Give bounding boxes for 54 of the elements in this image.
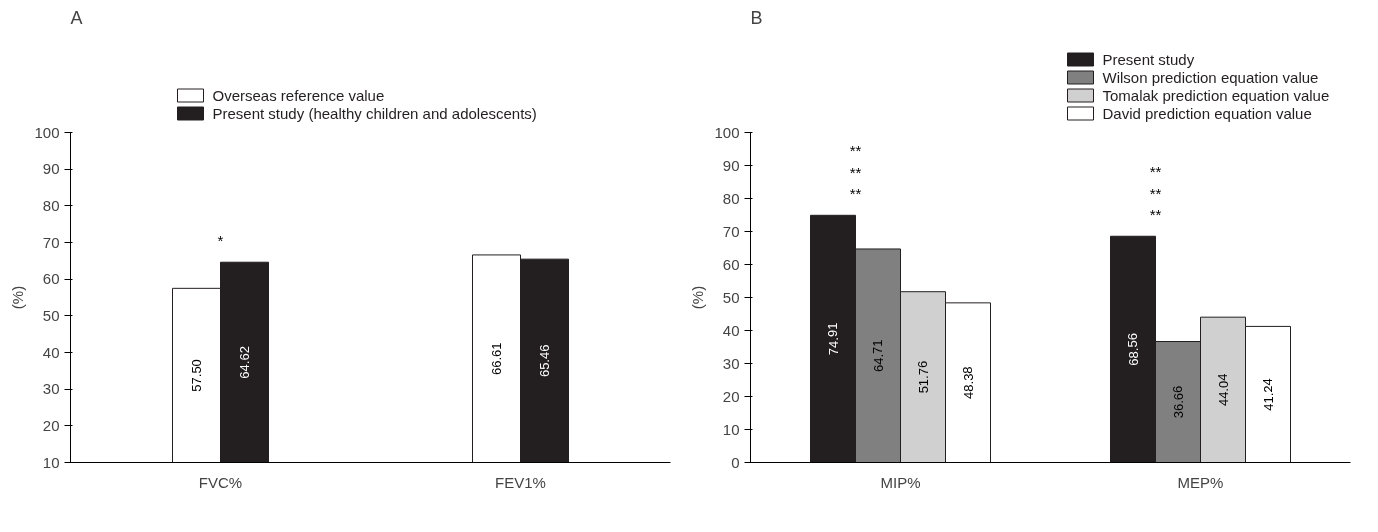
y-tick-label: 80 [722,189,740,207]
y-tick-label: 50 [722,288,740,306]
data-label: 64.71 [870,339,886,372]
y-tick-label: 70 [722,222,740,240]
data-label: 41.24 [1260,378,1276,411]
data-label: 68.56 [1125,333,1141,366]
y-tick-label: 40 [722,321,740,339]
data-label: 66.61 [489,342,504,375]
x-tick-label: MEP% [1177,473,1224,491]
legend-label: Wilson prediction equation value [1102,69,1319,86]
data-label: 57.50 [189,359,204,392]
x-tick-label: FVC% [198,473,243,491]
y-tick-label: 60 [722,255,740,273]
legend-label: Overseas reference value [212,87,385,104]
y-tick-label: 80 [42,196,60,214]
y-tick-label: 100 [34,123,60,141]
x-tick-label: FEV1% [495,473,546,491]
text: A [70,7,83,28]
data-label: 64.62 [237,346,252,379]
annotation: ** [1149,206,1162,224]
y-tick-label: 20 [722,387,740,405]
y-tick-label: 50 [42,306,60,324]
annotation: ** [849,185,862,203]
text: B [750,7,763,28]
legend-label: Present study (healthy children and adolescents) [212,105,537,122]
annotation: * [217,232,224,250]
y-tick-label: 10 [722,420,740,438]
y-tick-label: 40 [42,343,60,361]
y-axis-title: (%) [9,285,27,310]
data-label: 65.46 [537,344,552,378]
annotation: ** [849,163,862,181]
legend-label: Tomalak prediction equation value [1102,87,1330,104]
annotation: ** [1149,163,1162,181]
y-tick-label: 20 [42,416,60,434]
data-label: 74.91 [825,322,841,356]
y-tick-label: 30 [42,380,60,398]
y-tick-label: 0 [731,453,740,471]
data-label: 44.04 [1215,373,1231,407]
y-tick-label: 10 [42,453,60,471]
data-label: 36.66 [1170,385,1186,419]
legend-label: David prediction equation value [1102,105,1312,122]
annotation: ** [1149,184,1162,202]
y-tick-label: 90 [722,156,740,174]
legend-label: Present study [1102,51,1195,68]
y-tick-label: 30 [722,354,740,372]
y-tick-label: 70 [42,233,60,251]
y-axis-title: (%) [689,285,707,310]
y-tick-label: 100 [714,123,740,141]
data-label: 51.76 [915,360,931,394]
y-tick-label: 90 [42,160,60,178]
x-tick-label: MIP% [880,473,921,491]
annotation: ** [849,142,862,160]
y-tick-label: 60 [42,270,60,288]
data-label: 48.38 [960,366,976,399]
